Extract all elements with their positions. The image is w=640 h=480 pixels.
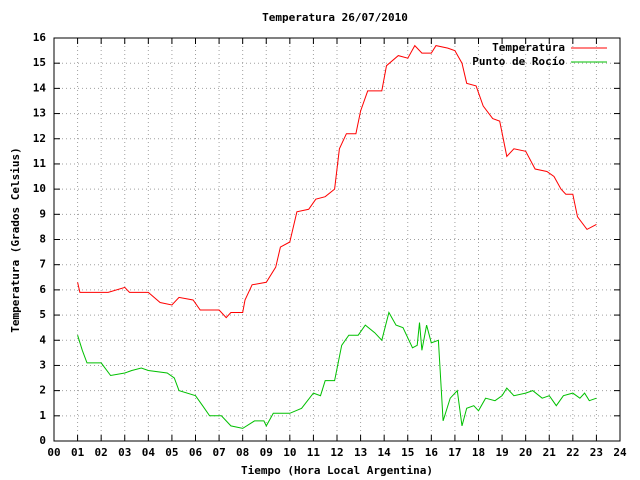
x-tick-label: 20 bbox=[519, 446, 532, 459]
x-tick-label: 07 bbox=[212, 446, 225, 459]
y-tick-label: 12 bbox=[33, 132, 46, 145]
x-tick-label: 01 bbox=[71, 446, 85, 459]
y-tick-label: 11 bbox=[33, 157, 47, 170]
x-tick-label: 22 bbox=[566, 446, 579, 459]
y-tick-label: 7 bbox=[39, 258, 46, 271]
line-series bbox=[77, 44, 597, 319]
x-tick-label: 23 bbox=[590, 446, 603, 459]
x-tick-label: 09 bbox=[260, 446, 273, 459]
y-tick-label: 15 bbox=[33, 56, 46, 69]
y-tick-label: 6 bbox=[39, 283, 46, 296]
x-tick-label: 13 bbox=[354, 446, 367, 459]
x-tick-label: 02 bbox=[95, 446, 108, 459]
y-axis-label: Temperatura (Grados Celsius) bbox=[9, 147, 22, 332]
x-axis-label: Tiempo (Hora Local Argentina) bbox=[241, 464, 433, 477]
x-tick-label: 12 bbox=[330, 446, 343, 459]
x-tick-label: 24 bbox=[613, 446, 627, 459]
y-tick-label: 13 bbox=[33, 107, 46, 120]
x-tick-label: 14 bbox=[378, 446, 392, 459]
x-tick-label: 15 bbox=[401, 446, 414, 459]
y-tick-label: 14 bbox=[33, 81, 47, 94]
y-tick-label: 1 bbox=[39, 409, 46, 422]
x-tick-label: 17 bbox=[448, 446, 461, 459]
x-tick-label: 05 bbox=[165, 446, 178, 459]
y-tick-label: 16 bbox=[33, 31, 47, 44]
chart-title: Temperatura 26/07/2010 bbox=[262, 11, 408, 24]
y-tick-label: 3 bbox=[39, 358, 46, 371]
x-tick-label: 10 bbox=[283, 446, 296, 459]
x-tick-label: 08 bbox=[236, 446, 249, 459]
x-tick-label: 21 bbox=[543, 446, 557, 459]
y-tick-label: 0 bbox=[39, 434, 46, 447]
legend-label: Punto de Rocío bbox=[472, 55, 565, 68]
y-tick-label: 5 bbox=[39, 308, 46, 321]
plot-border bbox=[53, 37, 621, 442]
x-tick-label: 16 bbox=[425, 446, 439, 459]
y-tick-label: 8 bbox=[39, 233, 46, 246]
y-tick-label: 2 bbox=[39, 384, 46, 397]
y-tick-label: 9 bbox=[39, 207, 46, 220]
legend-label: Temperatura bbox=[492, 41, 565, 54]
x-tick-label: 04 bbox=[142, 446, 156, 459]
x-tick-label: 00 bbox=[47, 446, 60, 459]
x-tick-label: 06 bbox=[189, 446, 203, 459]
x-tick-label: 19 bbox=[495, 446, 508, 459]
y-tick-label: 10 bbox=[33, 182, 46, 195]
line-series bbox=[77, 311, 597, 429]
x-tick-label: 18 bbox=[472, 446, 485, 459]
y-tick-label: 4 bbox=[39, 333, 46, 346]
x-tick-label: 11 bbox=[307, 446, 321, 459]
x-tick-label: 03 bbox=[118, 446, 131, 459]
